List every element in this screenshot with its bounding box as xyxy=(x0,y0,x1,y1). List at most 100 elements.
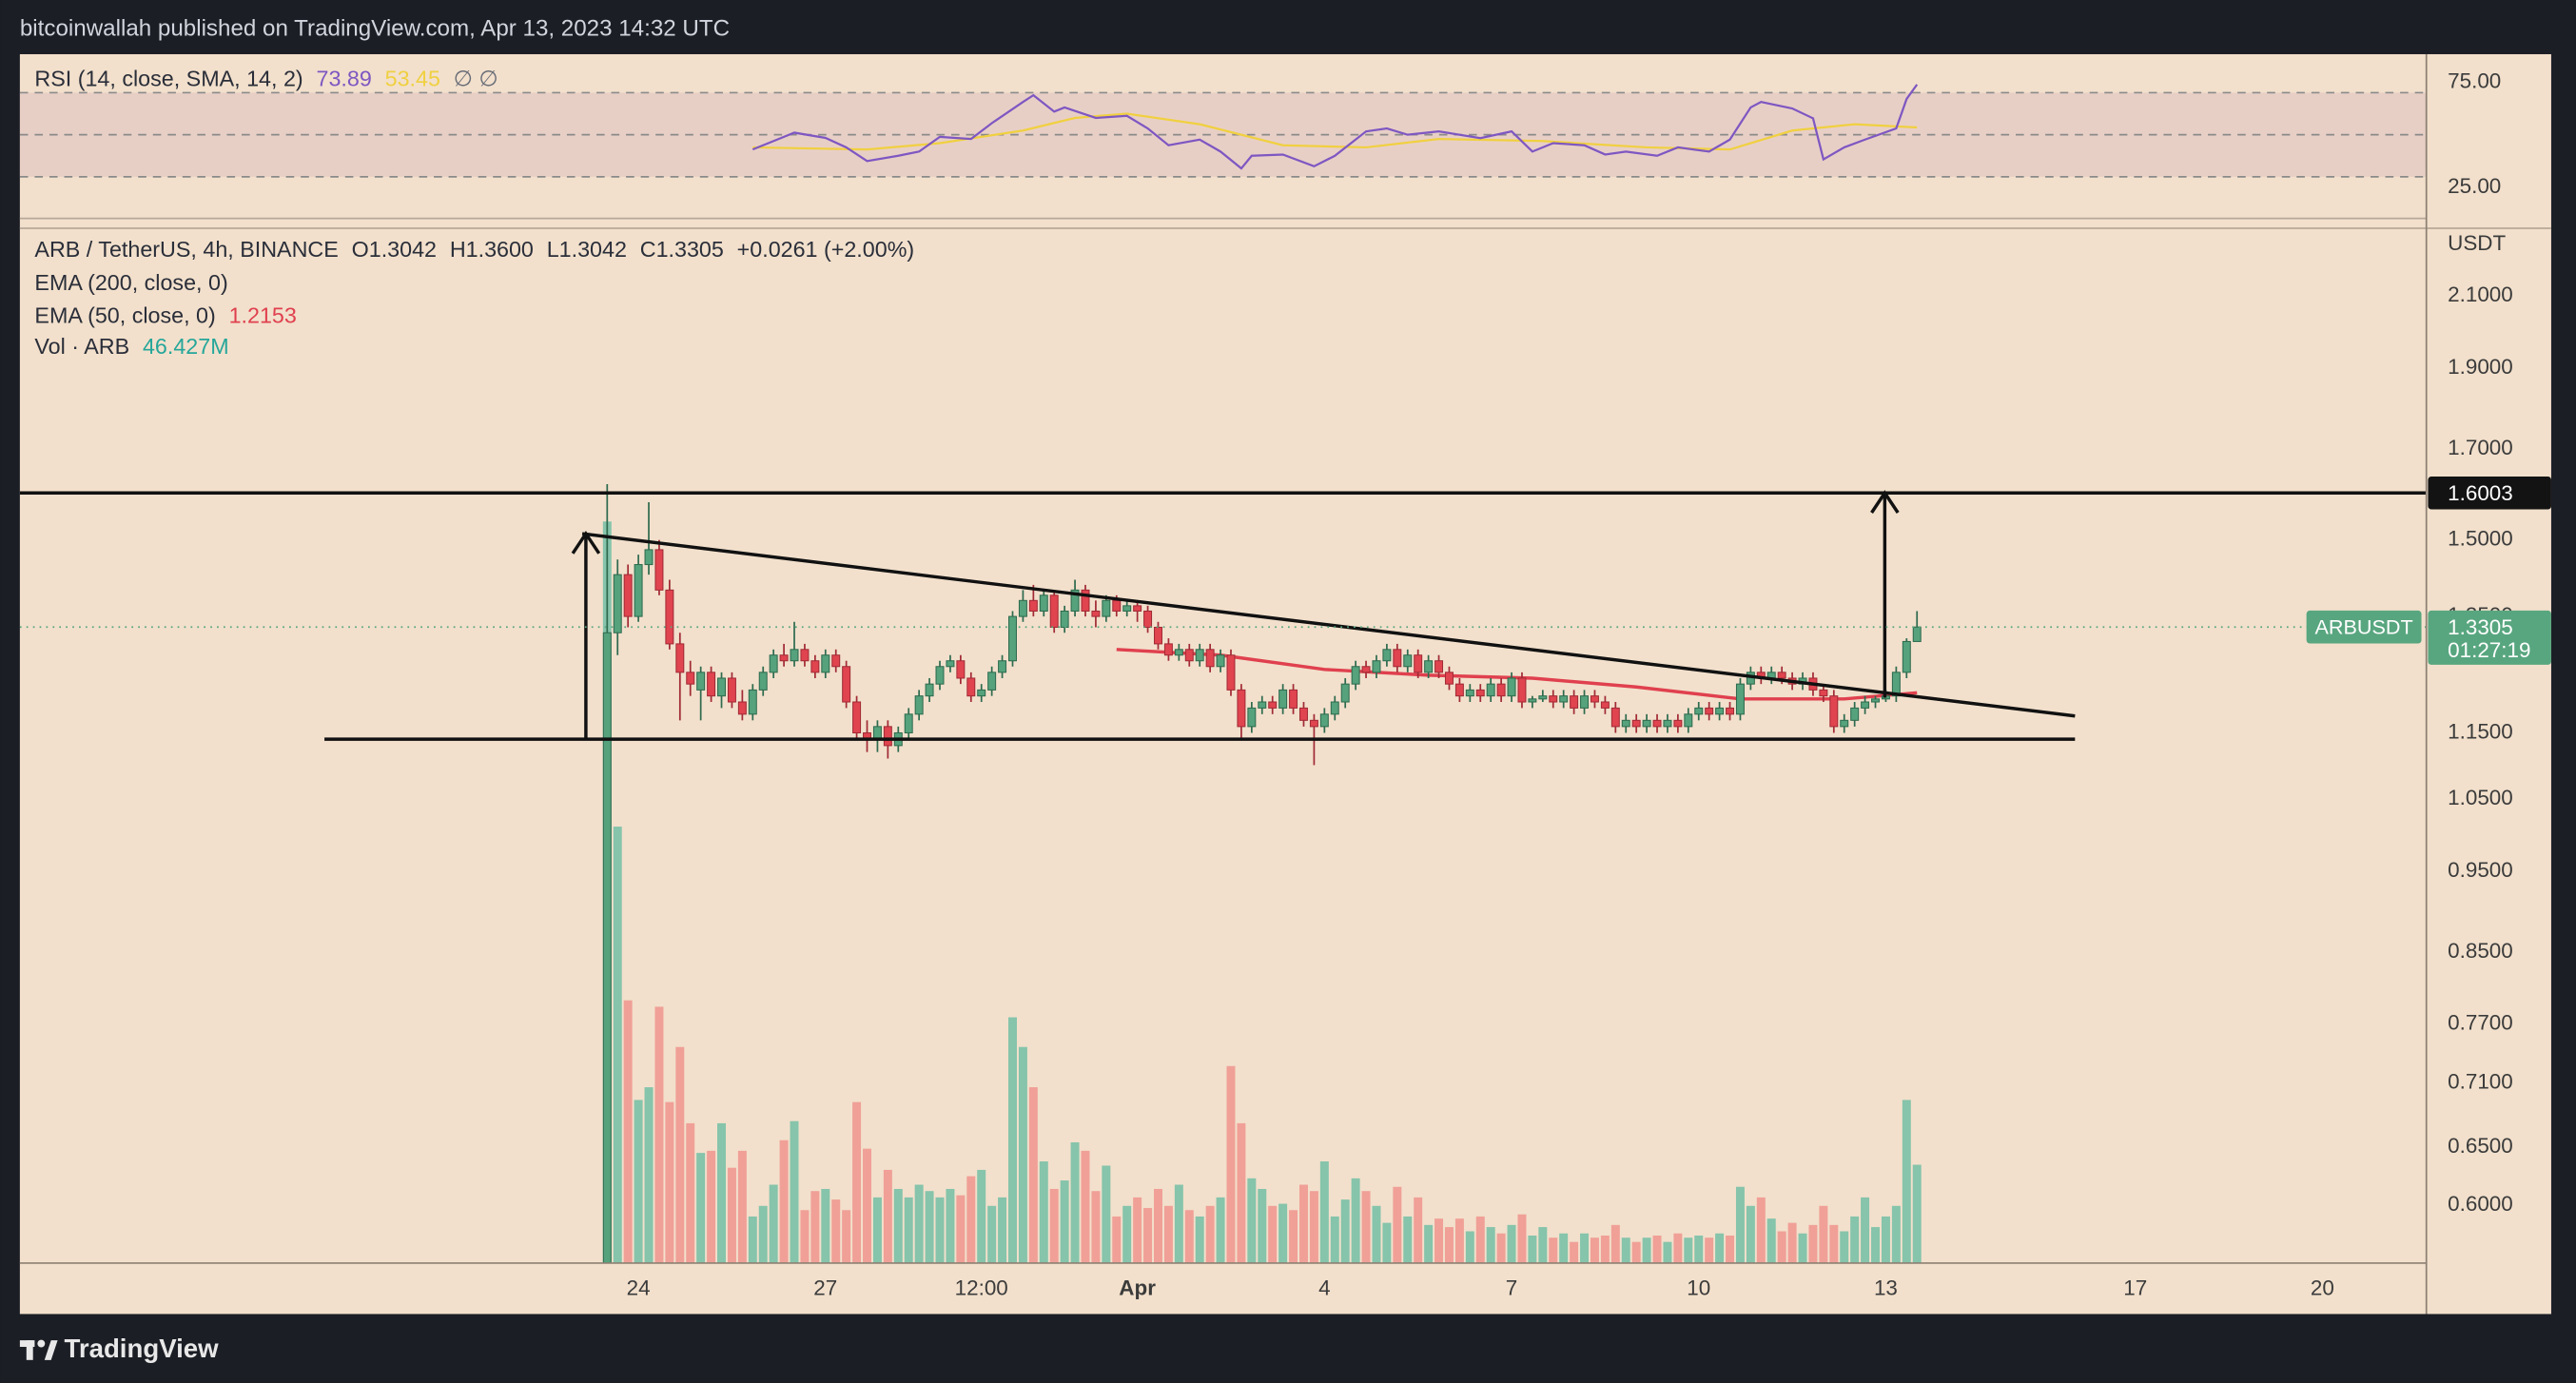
candle-body xyxy=(737,701,747,715)
overlay-layer: 2.10001.90001.70001.50001.35001.15001.05… xyxy=(627,68,2551,1299)
volume-bar xyxy=(1039,1161,1048,1263)
candle-body xyxy=(1631,719,1641,728)
candle-body xyxy=(1861,701,1870,709)
volume-bar xyxy=(758,1205,768,1263)
brand: TradingView xyxy=(65,1334,220,1363)
volume-bar xyxy=(1143,1208,1153,1263)
volume-bar xyxy=(1850,1216,1860,1263)
volume-bar xyxy=(1912,1164,1922,1263)
volume-bar xyxy=(1642,1237,1651,1263)
candle-body xyxy=(1268,701,1278,709)
volume-bar xyxy=(1829,1224,1839,1263)
candle-body xyxy=(1122,605,1132,612)
candle-body xyxy=(779,654,789,662)
candle-body xyxy=(1528,698,1537,703)
volume-bar xyxy=(1454,1218,1464,1263)
candle-body xyxy=(1154,626,1162,645)
volume-bar xyxy=(977,1169,986,1263)
volume-bar xyxy=(1871,1227,1881,1263)
volume-bar xyxy=(1309,1191,1318,1263)
candle-body xyxy=(1694,707,1704,715)
change-label: +0.0261 (+2.00%) xyxy=(737,237,915,262)
volume-bar xyxy=(1393,1186,1402,1263)
candle-body xyxy=(1663,719,1672,728)
candle-body xyxy=(1393,649,1402,668)
candle-body xyxy=(1424,660,1434,673)
volume-bar xyxy=(1289,1210,1298,1263)
candle-body xyxy=(1298,707,1308,721)
candle-body xyxy=(966,677,976,697)
volume-bar xyxy=(1496,1233,1506,1263)
volume-bar xyxy=(1195,1216,1204,1263)
candle-body xyxy=(1777,672,1786,679)
candle-body xyxy=(1590,695,1599,703)
candle-body xyxy=(1559,695,1569,703)
volume-bar xyxy=(1403,1216,1413,1263)
candle-body xyxy=(769,654,778,673)
published-line: bitcoinwallah published on TradingView.c… xyxy=(20,15,730,41)
arrow-head xyxy=(571,530,601,555)
volume-bar xyxy=(1060,1180,1069,1263)
volume-bar xyxy=(1694,1235,1704,1263)
volume-bar xyxy=(904,1197,913,1263)
price-line-label: 1.6003 xyxy=(2448,481,2513,505)
candle-body xyxy=(1351,666,1360,685)
rsi-title: RSI (14, close, SMA, 14, 2) xyxy=(34,67,302,91)
candle-body xyxy=(852,701,862,734)
candle-body xyxy=(613,574,622,633)
candle-body xyxy=(1205,649,1215,668)
candle-body xyxy=(1091,610,1101,617)
candle-body xyxy=(810,660,820,673)
volume-bar xyxy=(1247,1178,1257,1263)
candle-body xyxy=(602,632,612,1263)
x-tick-label: Apr xyxy=(1119,1276,1156,1299)
volume-bar xyxy=(1174,1184,1183,1263)
volume-bar xyxy=(810,1191,820,1263)
candle-body xyxy=(1507,677,1516,697)
rsi-sma-value: 53.45 xyxy=(385,67,440,91)
volume-bar xyxy=(1340,1199,1350,1263)
y-tick-label: 0.7700 xyxy=(2448,1011,2513,1035)
volume-bar xyxy=(790,1120,799,1263)
volume-bar xyxy=(644,1087,654,1263)
volume-bar xyxy=(1163,1205,1173,1263)
x-tick-label: 13 xyxy=(1874,1276,1898,1299)
candle-body xyxy=(1414,654,1423,673)
candle-body xyxy=(1081,589,1090,612)
candle-body xyxy=(1580,695,1590,709)
volume-bar xyxy=(1600,1235,1610,1263)
trend-line xyxy=(581,532,2076,718)
candle-body xyxy=(1486,683,1495,697)
volume-bar xyxy=(727,1167,736,1263)
volume-bar xyxy=(1735,1186,1745,1263)
volume-bar xyxy=(623,1000,633,1263)
volume-bar xyxy=(1133,1197,1142,1263)
volume-bar xyxy=(1840,1231,1849,1263)
candle-body xyxy=(1517,677,1527,703)
candle-body xyxy=(977,689,986,697)
volume-bar xyxy=(707,1150,716,1263)
candle-body xyxy=(1018,599,1027,617)
candle-body xyxy=(634,564,643,617)
volume-bar xyxy=(1434,1218,1444,1263)
candle-body xyxy=(1684,713,1693,728)
volume-bar xyxy=(1049,1188,1059,1263)
volume-bar xyxy=(1102,1165,1111,1263)
candle-body xyxy=(1340,683,1350,703)
volume-bar xyxy=(893,1188,903,1263)
volume-value: 46.427M xyxy=(143,334,229,359)
candle-body xyxy=(956,660,966,679)
volume-bar xyxy=(1580,1233,1590,1263)
candle-body xyxy=(1133,605,1142,612)
volume-bar xyxy=(1351,1178,1360,1263)
candle-body xyxy=(1621,719,1630,728)
y-tick-label: 0.6000 xyxy=(2448,1192,2513,1216)
candle-body xyxy=(998,660,1007,673)
y-tick-label: 2.1000 xyxy=(2448,282,2513,306)
candle-body xyxy=(1184,649,1194,662)
candle-body xyxy=(1070,589,1080,612)
candle-body xyxy=(842,666,851,703)
volume-bar xyxy=(1746,1205,1755,1263)
volume-bar xyxy=(1278,1203,1288,1263)
